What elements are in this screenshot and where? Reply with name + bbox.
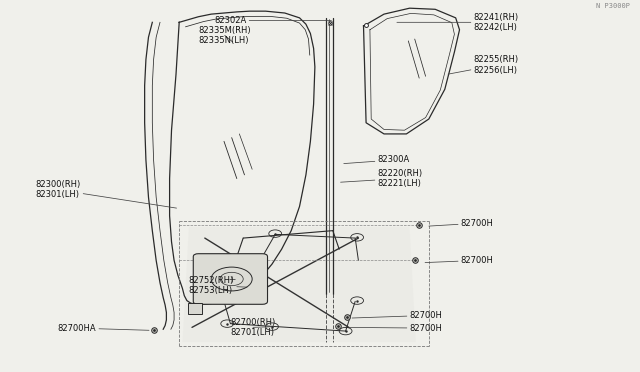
Text: N P3000P: N P3000P bbox=[596, 3, 630, 9]
Text: 82241(RH)
82242(LH): 82241(RH) 82242(LH) bbox=[397, 13, 519, 32]
Text: 82302A: 82302A bbox=[214, 16, 332, 25]
Text: 82220(RH)
82221(LH): 82220(RH) 82221(LH) bbox=[340, 169, 423, 188]
Polygon shape bbox=[182, 227, 416, 342]
Text: 82300A: 82300A bbox=[344, 155, 410, 164]
Text: 82700H: 82700H bbox=[429, 219, 493, 228]
Text: 82700H: 82700H bbox=[425, 256, 493, 265]
Text: 82700(RH)
82701(LH): 82700(RH) 82701(LH) bbox=[230, 318, 276, 337]
FancyBboxPatch shape bbox=[193, 254, 268, 304]
Text: 82300(RH)
82301(LH): 82300(RH) 82301(LH) bbox=[35, 180, 177, 208]
Text: 82335M(RH)
82335N(LH): 82335M(RH) 82335N(LH) bbox=[198, 26, 251, 45]
Text: 82752(RH)
82753(LH): 82752(RH) 82753(LH) bbox=[189, 276, 247, 295]
FancyBboxPatch shape bbox=[188, 303, 202, 314]
Text: 82700HA: 82700HA bbox=[58, 324, 149, 333]
Text: 82700H: 82700H bbox=[352, 311, 442, 320]
Text: 82255(RH)
82256(LH): 82255(RH) 82256(LH) bbox=[448, 55, 519, 75]
Text: 82700H: 82700H bbox=[346, 324, 442, 333]
